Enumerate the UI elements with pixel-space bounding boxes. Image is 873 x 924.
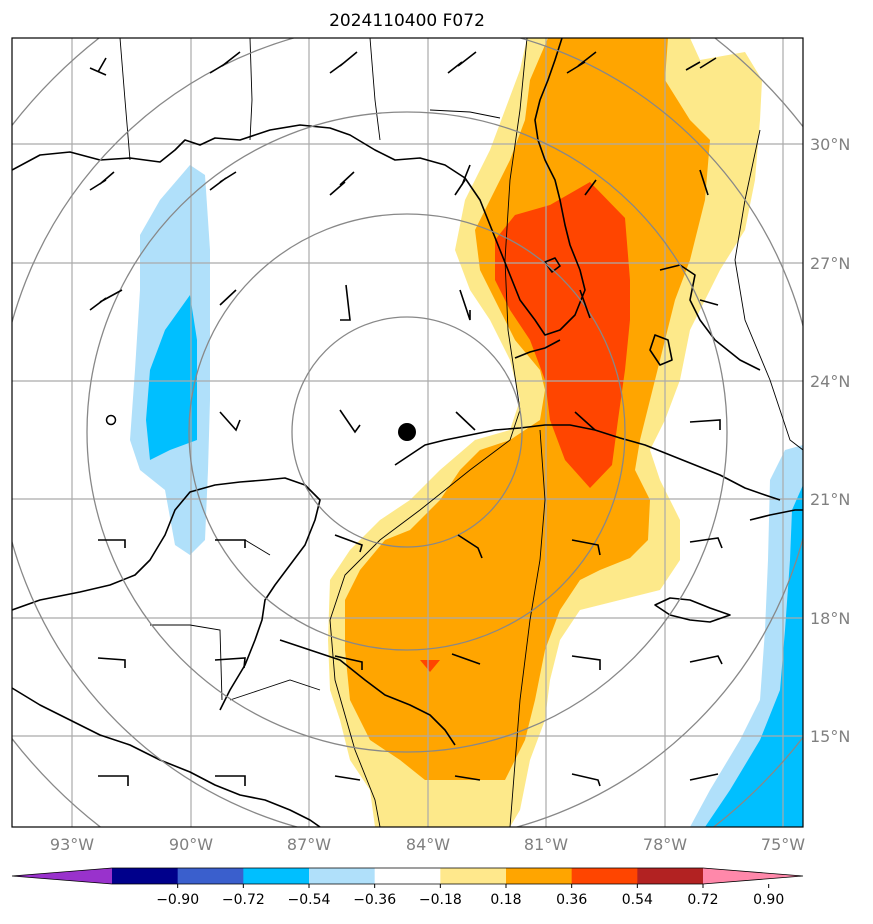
lon-label: 93°W xyxy=(50,835,94,854)
colorbar-segment xyxy=(177,868,244,884)
colorbar-extend-high xyxy=(703,868,803,884)
gulf-coast xyxy=(12,38,586,336)
lon-label: 84°W xyxy=(406,835,450,854)
colorbar-extend-low xyxy=(12,868,112,884)
colorbar-tick-label: −0.18 xyxy=(419,892,462,908)
colorbar-segment xyxy=(440,868,507,884)
positive-anomaly-fill xyxy=(328,38,762,827)
honduras-nicaragua-coast xyxy=(279,639,456,746)
colorbar-segment xyxy=(571,868,638,884)
colorbar-tick-label: 0.54 xyxy=(622,892,653,908)
lat-label: 18°N xyxy=(810,609,850,628)
bahamas xyxy=(659,264,761,371)
storm-center-marker xyxy=(398,423,416,441)
us-state-border-2 xyxy=(249,38,253,141)
lon-label: 90°W xyxy=(169,835,213,854)
lat-label: 15°N xyxy=(810,727,850,746)
map-frame xyxy=(11,37,804,828)
central-america-coast xyxy=(12,687,321,827)
honduras-border xyxy=(229,679,321,701)
latitude-axis: 30°N 27°N 24°N 21°N 18°N 15°N xyxy=(810,135,850,746)
lon-label: 78°W xyxy=(643,835,687,854)
colorbar-tick-label: −0.90 xyxy=(156,892,199,908)
us-state-border-1 xyxy=(119,38,131,161)
eez-boundary xyxy=(329,38,528,827)
east-blue-core xyxy=(705,485,803,827)
eez-boundary-south xyxy=(509,429,546,827)
colorbar-segment xyxy=(243,868,310,884)
andros xyxy=(649,334,673,366)
lon-label: 81°W xyxy=(524,835,568,854)
florida-keys xyxy=(514,339,561,359)
lon-label: 75°W xyxy=(761,835,805,854)
map-title: 2024110400 F072 xyxy=(329,11,485,31)
west-blue-core xyxy=(146,295,197,460)
us-state-border-4 xyxy=(429,109,501,119)
colorbar-tick-label: 0.36 xyxy=(556,892,587,908)
hispaniola xyxy=(749,509,803,521)
colorbar-outline xyxy=(11,867,804,885)
colorbar-segment xyxy=(374,868,441,884)
colorbar-segment xyxy=(112,868,179,884)
colorbar-tick-label: 0.90 xyxy=(753,892,784,908)
colorbar-tick-label: −0.54 xyxy=(288,892,331,908)
lat-label: 27°N xyxy=(810,254,850,273)
us-state-border-3 xyxy=(369,38,381,141)
calm-wind-marker xyxy=(105,414,117,426)
lat-label: 24°N xyxy=(810,372,850,391)
red-orange-spot xyxy=(420,660,440,672)
guatemala-border xyxy=(150,624,223,701)
lat-label: 21°N xyxy=(810,490,850,509)
graticule xyxy=(12,38,803,827)
lon-label: 87°W xyxy=(287,835,331,854)
yucatan-mexico-coast xyxy=(12,477,321,711)
colorbar-tick-label: 0.72 xyxy=(687,892,718,908)
coastlines xyxy=(12,38,803,827)
colorbar-segment xyxy=(309,868,376,884)
red-orange-region xyxy=(495,182,630,488)
colorbar-tick-label: −0.36 xyxy=(353,892,396,908)
lat-label: 30°N xyxy=(810,135,850,154)
lake-okeechobee xyxy=(544,257,561,273)
colorbar-segment xyxy=(637,868,704,884)
wind-barbs xyxy=(89,51,723,787)
longitude-axis: 93°W 90°W 87°W 84°W 81°W 78°W 75°W xyxy=(50,835,805,854)
colorbar: −0.90 −0.72 −0.54 −0.36 −0.18 0.18 0.36 0.54 0.7… xyxy=(11,867,804,908)
colorbar-tick-label: 0.18 xyxy=(490,892,521,908)
jamaica xyxy=(654,597,731,623)
colorbar-segment xyxy=(506,868,573,884)
colorbar-tick-label: −0.72 xyxy=(222,892,265,908)
